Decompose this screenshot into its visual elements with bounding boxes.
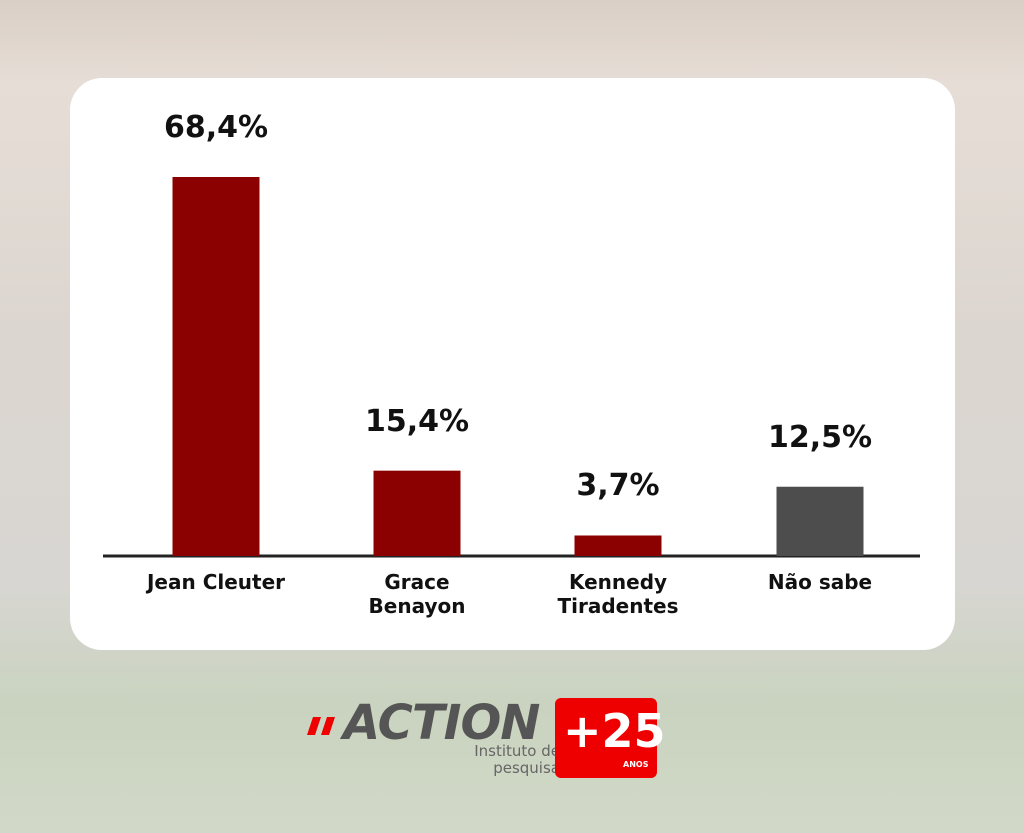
badge-note: ANOS <box>623 760 649 769</box>
logo-stripes <box>307 717 335 735</box>
bar <box>574 535 662 556</box>
bar <box>776 486 864 556</box>
category-label: Kennedy Tiradentes <box>557 570 679 618</box>
logo-subtitle: Instituto de pesquisa <box>474 742 560 777</box>
logo-name: ACTION <box>343 695 540 751</box>
value-label: 15,4% <box>364 403 470 439</box>
badge-number: +25 <box>563 704 666 758</box>
category-label: Não sabe <box>767 570 873 594</box>
bar <box>172 177 260 556</box>
value-label: 3,7% <box>576 468 660 504</box>
logo-badge: +25 ANOS <box>555 698 666 778</box>
category-label: Jean Cleuter <box>146 570 286 594</box>
logo: ACTION Instituto de pesquisa +25 ANOS <box>305 695 666 785</box>
bar <box>373 470 461 556</box>
value-label: 68,4% <box>163 110 269 145</box>
value-label: 12,5% <box>767 419 873 455</box>
category-label: Grace Benayon <box>368 570 466 618</box>
